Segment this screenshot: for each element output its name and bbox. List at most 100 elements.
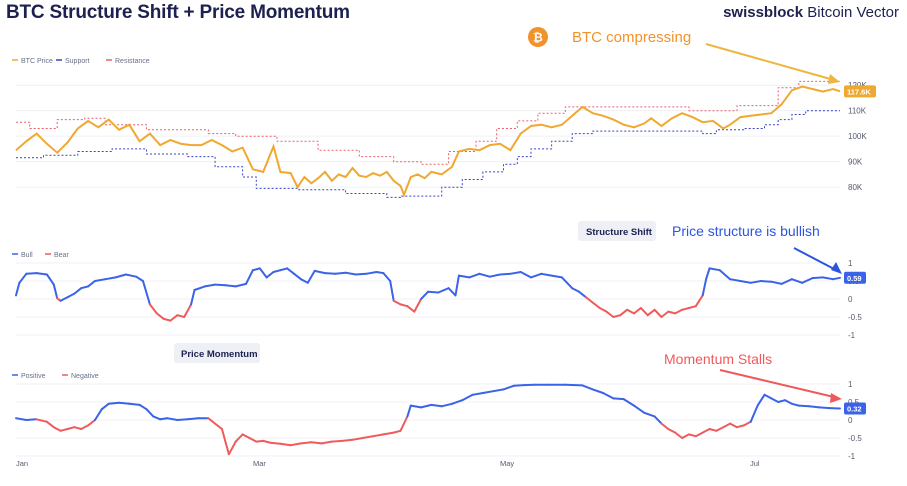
momentum-line-segment: [361, 435, 375, 439]
price-legend-label: BTC Price: [21, 58, 53, 65]
structure-line-segment: [203, 283, 217, 288]
price-last-value-badge: [844, 85, 876, 98]
price-last-value-label: 117.6K: [847, 87, 871, 96]
structure-line-segment: [286, 267, 296, 275]
structure-line-segment: [94, 278, 107, 282]
structure-line-segment: [729, 278, 742, 282]
momentum-line-segment: [145, 408, 155, 418]
structure-line-segment: [365, 271, 378, 275]
structure-line-segment: [334, 271, 347, 275]
annotation-momentum-arrow: [719, 369, 835, 398]
momentum-line-segment: [633, 404, 646, 414]
structure-line-segment: [245, 269, 254, 285]
structure-line-segment: [251, 267, 261, 272]
structure-line-segment: [780, 278, 793, 285]
annotation-btc-arrow: [705, 43, 835, 81]
momentum-line-segment: [808, 405, 821, 409]
momentum-line-segment: [622, 398, 635, 407]
momentum-line-segment: [255, 439, 265, 443]
structure-last-value-badge: [844, 271, 866, 284]
momentum-y-tick-label: 0: [848, 416, 853, 425]
momentum-line-segment: [742, 420, 752, 427]
structure-line-segment: [626, 308, 635, 315]
structure-line-segment: [708, 267, 721, 272]
momentum-line-segment: [708, 428, 718, 432]
structure-line-segment: [35, 272, 48, 276]
momentum-line-segment: [310, 441, 323, 445]
structure-line-segment: [25, 272, 38, 275]
structure-line-segment: [468, 272, 481, 279]
momentum-line-segment: [756, 393, 766, 407]
momentum-line-segment: [128, 402, 141, 406]
price-legend-label: Resistance: [115, 58, 150, 65]
structure-line-segment: [15, 281, 21, 297]
momentum-line-segment: [512, 384, 526, 387]
structure-line-segment: [313, 269, 326, 275]
annotation-btc-compressing: BTC compressing: [572, 29, 691, 46]
momentum-line-segment: [770, 397, 780, 403]
momentum-line-segment: [214, 422, 223, 430]
structure-line-segment: [183, 303, 193, 318]
momentum-line-segment: [80, 424, 90, 430]
momentum-line-segment: [722, 422, 732, 429]
structure-line-segment: [392, 299, 402, 306]
momentum-y-tick-label: -1: [848, 452, 856, 461]
structure-line-segment: [718, 269, 732, 281]
structure-line-segment: [104, 276, 117, 281]
momentum-line-segment: [406, 404, 412, 418]
momentum-line-segment: [643, 411, 656, 418]
momentum-line-segment: [248, 437, 258, 443]
structure-line-segment: [646, 308, 656, 317]
structure-line-segment: [193, 285, 206, 291]
structure-line-segment: [519, 271, 532, 279]
structure-line-segment: [687, 305, 697, 309]
momentum-line-segment: [440, 402, 453, 408]
structure-line-segment: [80, 285, 90, 290]
momentum-line-segment: [330, 439, 344, 443]
structure-line-segment: [265, 271, 275, 279]
annotation-structure-bullish: Price structure is bullish: [672, 223, 820, 239]
page-title: BTC Structure Shift + Price Momentum: [6, 2, 350, 23]
structure-line-segment: [639, 307, 649, 317]
momentum-line-segment: [612, 397, 625, 401]
btc-price-line: [15, 85, 841, 198]
momentum-line-segment: [224, 440, 230, 456]
structure-line-segment: [169, 314, 179, 322]
structure-line-segment: [300, 278, 309, 284]
brand-name: swissblock: [723, 4, 804, 21]
momentum-line-segment: [471, 392, 484, 396]
x-axis-month-label: Jul: [750, 459, 760, 468]
momentum-line-segment: [451, 399, 464, 405]
momentum-line-segment: [736, 424, 745, 429]
momentum-y-tick-label: -0.5: [848, 434, 862, 443]
structure-y-tick-label: 1: [848, 259, 853, 268]
momentum-line-segment: [351, 437, 364, 441]
structure-legend-label: Bear: [54, 252, 69, 259]
momentum-line-segment: [660, 422, 670, 430]
momentum-line-segment: [262, 439, 272, 444]
structure-line-segment: [124, 273, 138, 278]
structure-y-tick-label: -0.5: [848, 313, 862, 322]
bitcoin-logo-icon: [528, 27, 548, 47]
momentum-line-segment: [87, 419, 96, 427]
structure-title-box: [578, 221, 656, 241]
momentum-line-segment: [653, 415, 663, 425]
structure-line-segment: [598, 307, 608, 313]
structure-line-segment: [190, 289, 196, 306]
structure-line-segment: [674, 308, 684, 315]
momentum-line-segment: [681, 433, 690, 439]
structure-line-segment: [258, 267, 268, 279]
momentum-line-segment: [694, 431, 704, 438]
structure-line-segment: [760, 280, 773, 283]
structure-line-segment: [447, 287, 457, 297]
structure-line-segment: [667, 310, 677, 315]
momentum-line-segment: [159, 417, 169, 421]
momentum-line-segment: [221, 428, 227, 443]
structure-line-segment: [382, 272, 392, 282]
structure-line-segment: [457, 274, 471, 279]
structure-line-segment: [619, 308, 629, 317]
x-axis-month-label: Mar: [253, 459, 266, 468]
x-axis-month-label: May: [500, 459, 514, 468]
brand-product: Bitcoin Vector: [803, 4, 899, 21]
momentum-line-segment: [320, 440, 333, 445]
